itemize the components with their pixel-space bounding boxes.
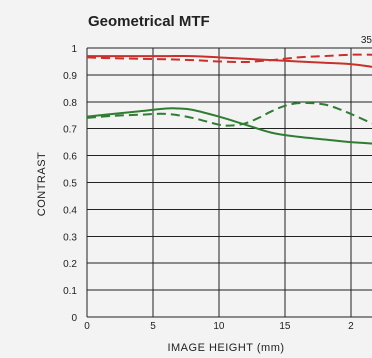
y-tick-label: 0.3 [63,232,77,243]
y-tick-label: 0.9 [63,71,77,82]
y-tick-label: 1 [71,44,77,55]
x-tick-label: 2 [348,321,354,332]
y-tick-label: 0.8 [63,98,77,109]
mtf-series-line-2 [86,53,372,64]
x-tick-label: 15 [279,321,291,332]
chart-title: Geometrical MTF [88,13,210,30]
y-tick-label: 0.5 [63,179,77,190]
mtf-series-line-3 [86,107,372,145]
y-tick-label: 0 [71,313,77,324]
y-tick-label: 0.2 [63,259,77,270]
x-tick-label: 0 [84,321,90,332]
corner-label: 35 [361,35,372,46]
x-tick-label: 10 [213,321,225,332]
y-tick-label: 0.1 [63,286,77,297]
y-tick-label: 0.4 [63,205,77,216]
plot-grid [86,47,372,318]
mtf-series-line-1 [87,54,372,68]
x-axis-label: IMAGE HEIGHT (mm) [167,342,284,354]
x-tick-label: 5 [150,321,156,332]
mtf-series-line-4 [86,101,372,127]
y-axis-label: CONTRAST [36,152,48,217]
y-tick-label: 0.6 [63,152,77,163]
mtf-curves [86,53,372,145]
y-tick-label: 0.7 [63,125,77,136]
tick-labels: 00.10.20.30.40.50.60.70.80.910 5 10 15 2 [63,44,354,332]
